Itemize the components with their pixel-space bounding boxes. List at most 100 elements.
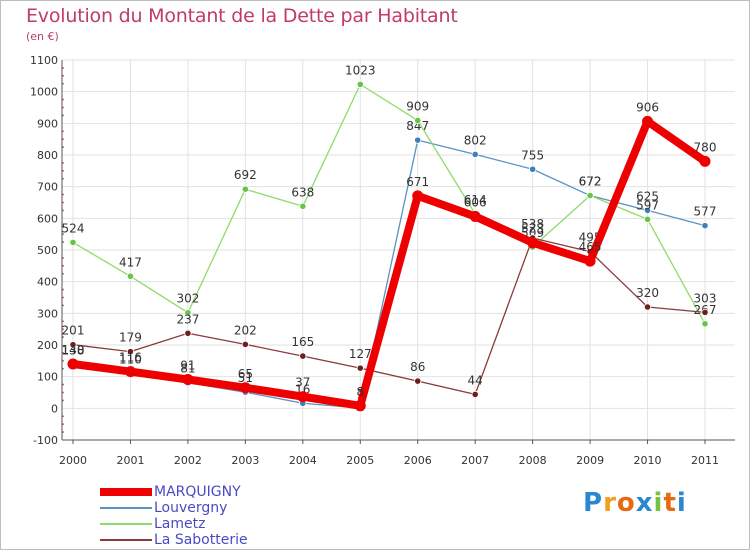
legend-label: La Sabotterie	[154, 532, 248, 548]
logo-letter: o	[616, 488, 636, 518]
y-minor-tick	[62, 431, 64, 433]
data-label: 538	[521, 217, 544, 231]
y-minor-tick	[62, 423, 64, 426]
legend-swatch	[100, 507, 152, 509]
y-tick-label: 100	[37, 371, 58, 384]
y-minor-tick	[62, 352, 64, 354]
data-point	[469, 210, 481, 222]
y-minor-tick	[62, 114, 64, 117]
data-label: 614	[464, 193, 487, 207]
y-tick-label: -100	[33, 434, 58, 447]
legend-item-marquigny: MARQUIGNY	[100, 484, 320, 500]
data-point	[356, 80, 364, 88]
y-minor-tick	[62, 320, 64, 323]
y-minor-tick	[62, 241, 64, 243]
data-label: 37	[295, 376, 310, 390]
y-minor-tick	[62, 201, 64, 204]
y-minor-tick	[62, 383, 64, 386]
data-label: 692	[234, 168, 257, 182]
chart-title: Evolution du Montant de la Dette par Hab…	[26, 5, 458, 27]
line-chart: -100 0 100 200 300 400 500 600 700 800 900 1000 1100…	[30, 54, 735, 467]
data-point	[643, 303, 652, 311]
y-minor-tick	[62, 264, 64, 267]
data-point	[471, 150, 479, 158]
y-tick-label: 900	[37, 117, 58, 130]
series-line-marquigny	[69, 117, 709, 410]
legend-item-lametz: Lametz	[100, 516, 320, 532]
data-label: 8	[356, 385, 364, 399]
legend: MARQUIGNY Louvergny Lametz La Sabotterie	[100, 484, 320, 548]
x-tick-label: 2001	[116, 454, 144, 467]
data-label: 465	[579, 240, 602, 254]
y-minor-tick	[62, 233, 64, 236]
data-point	[182, 374, 194, 386]
x-tick-label: 2003	[231, 454, 259, 467]
data-label: 672	[579, 175, 602, 189]
legend-swatch	[100, 539, 152, 541]
data-point	[67, 358, 79, 370]
logo-letter: r	[603, 488, 617, 518]
y-tick-label: 0	[51, 402, 58, 415]
legend-label: Lametz	[154, 516, 206, 532]
data-point	[643, 215, 652, 223]
legend-swatch	[100, 523, 152, 525]
data-point	[299, 352, 307, 360]
data-label: 86	[410, 360, 425, 374]
data-label: 91	[180, 359, 195, 373]
data-label: 44	[468, 373, 483, 387]
data-label: 320	[636, 286, 659, 300]
legend-swatch	[100, 488, 152, 496]
data-point	[412, 190, 424, 202]
data-point	[414, 116, 422, 125]
y-minor-tick	[62, 288, 64, 291]
data-label: 81	[180, 362, 195, 376]
logo-letter: i	[676, 488, 687, 518]
legend-label: Louvergny	[154, 500, 228, 516]
data-point	[701, 320, 709, 328]
y-minor-tick	[62, 146, 64, 148]
data-label: 51	[238, 371, 253, 385]
y-minor-tick	[62, 415, 64, 418]
logo-letter: t	[663, 488, 677, 518]
data-point	[241, 340, 249, 348]
data-point	[586, 191, 594, 200]
data-label: 116	[119, 351, 142, 365]
logo-letter: P	[583, 488, 604, 518]
data-label: 237	[176, 312, 199, 326]
y-tick-label: 1100	[30, 54, 58, 67]
y-tick-label: 700	[37, 181, 58, 194]
y-tick-label: 200	[37, 339, 58, 352]
proxiti-logo: Proxiti	[583, 488, 687, 518]
y-minor-tick	[62, 328, 64, 331]
data-label: 909	[406, 99, 429, 113]
y-minor-tick	[62, 336, 64, 338]
x-tick-label: 2007	[461, 454, 489, 467]
y-unit-label: (en €)	[26, 30, 59, 43]
data-point	[126, 348, 135, 356]
y-minor-tick	[62, 67, 64, 69]
data-label: 671	[406, 175, 429, 189]
data-label: 1023	[345, 63, 376, 77]
series-line-louvergny	[72, 139, 706, 409]
y-minor-tick	[62, 359, 64, 362]
y-minor-tick	[62, 399, 64, 402]
y-minor-tick	[62, 257, 64, 259]
data-point	[414, 136, 422, 144]
y-tick-label: 500	[37, 244, 58, 257]
data-point	[699, 155, 711, 167]
data-point	[701, 222, 709, 230]
data-label: 127	[349, 347, 372, 361]
data-label: 577	[694, 205, 717, 219]
data-label: 597	[636, 198, 659, 212]
data-point	[701, 308, 709, 316]
data-point	[471, 390, 479, 398]
x-tick-label: 2010	[634, 454, 662, 467]
data-label: 201	[62, 324, 85, 338]
y-minor-tick	[62, 138, 64, 141]
y-tick-label: 300	[37, 307, 58, 320]
y-minor-tick	[62, 391, 64, 394]
data-label: 202	[234, 323, 257, 337]
data-label: 179	[119, 331, 142, 345]
y-tick-label: 800	[37, 149, 58, 162]
x-tick-label: 2006	[404, 454, 432, 467]
